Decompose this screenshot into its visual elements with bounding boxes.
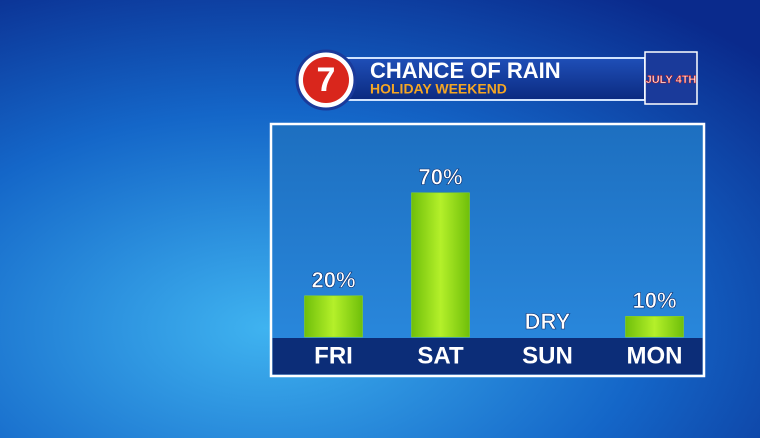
bar [625,316,684,338]
logo-inner [303,57,349,103]
x-tick-label: SUN [522,342,573,369]
bar [411,192,470,338]
title-banner [339,57,646,101]
x-tick-label: SAT [417,342,464,369]
category-strip [272,338,703,375]
badge-text: JULY 4TH [646,74,697,86]
chart-title: CHANCE OF RAIN [370,58,561,83]
value-label: 20% [311,268,355,293]
chart-subtitle: HOLIDAY WEEKEND [370,81,507,97]
value-label: 70% [418,165,462,190]
badge-box [644,51,698,105]
x-tick-label: FRI [314,342,353,369]
value-label: DRY [525,309,571,334]
x-tick-label: MON [627,342,683,369]
bar [304,295,363,338]
logo-text: 7 [317,61,336,99]
value-label: 10% [632,288,676,313]
